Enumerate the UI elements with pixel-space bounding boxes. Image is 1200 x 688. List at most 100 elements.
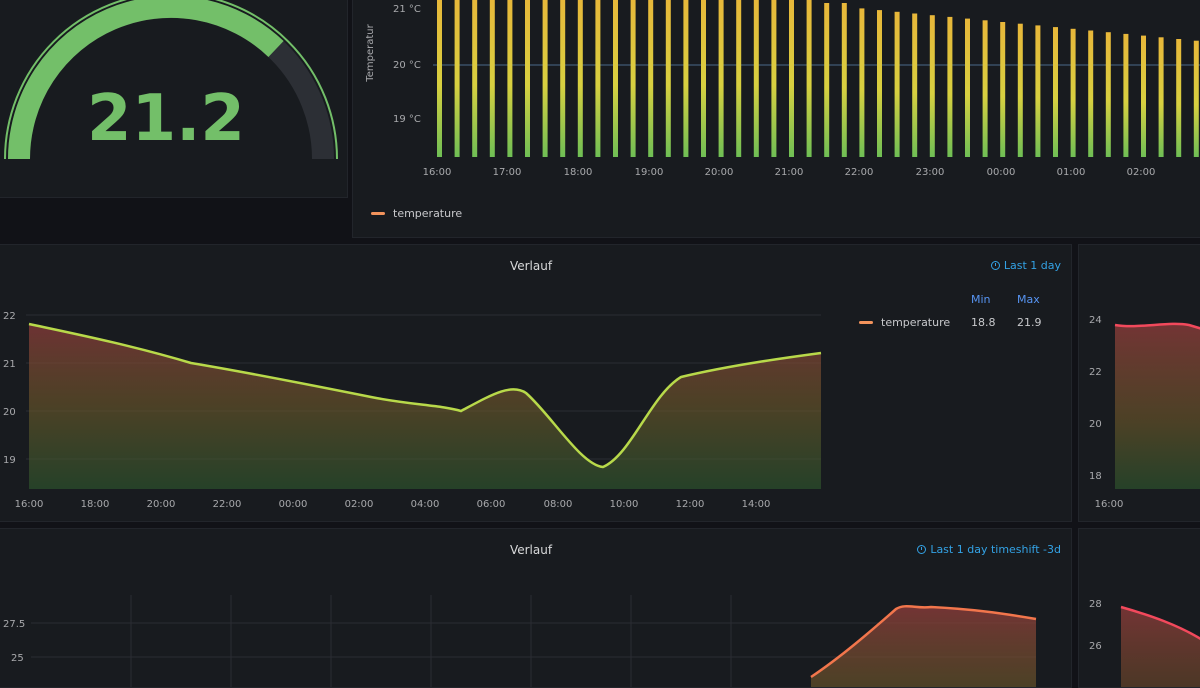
temperature-bar [1193, 40, 1199, 158]
clock-icon [990, 261, 1000, 270]
x-tick: 00:00 [987, 167, 1016, 178]
x-tick: 16:00 [15, 499, 44, 510]
bars-group [437, 0, 1199, 158]
x-tick: 04:00 [411, 499, 440, 510]
temperature-bar [947, 16, 953, 158]
x-tick: 16:00 [1095, 499, 1124, 510]
legend-min-header[interactable]: Min [971, 293, 991, 306]
x-tick: 10:00 [610, 499, 639, 510]
gauge-fill [8, 0, 284, 160]
timeshift-line-chart: 27.5 25 [3, 595, 1037, 687]
legend-max-header[interactable]: Max [1017, 293, 1040, 306]
temperature-bar [1088, 30, 1094, 157]
x-tick: 18:00 [81, 499, 110, 510]
x-tick: 02:00 [345, 499, 374, 510]
x-tick: 18:00 [564, 167, 593, 178]
y-tick: 28 [1089, 599, 1102, 610]
temperature-bar [1053, 27, 1058, 157]
temperature-bar [736, 0, 742, 157]
verlauf-panel-right: 24 22 20 18 16:00 [1078, 244, 1200, 522]
right-timeshift-chart: 28 26 [1089, 599, 1200, 687]
temperature-bar [701, 0, 706, 157]
x-tick: 06:00 [477, 499, 506, 510]
temperature-bar [1070, 28, 1076, 157]
temperature-bar [665, 0, 671, 157]
top-legend[interactable]: temperature [371, 207, 462, 220]
x-tick: 20:00 [705, 167, 734, 178]
temperature-bar [718, 0, 724, 157]
temperature-bar [894, 11, 900, 157]
temperature-bar [965, 18, 970, 157]
legend-row[interactable]: temperature 18.8 21.9 [859, 316, 1063, 329]
time-range-label: Last 1 day [1003, 259, 1061, 272]
temperature-bar [454, 0, 460, 157]
temperature-bar [577, 0, 583, 157]
y-tick: 19 [3, 455, 16, 466]
time-range-info[interactable]: Last 1 day [990, 259, 1061, 272]
x-tick: 16:00 [423, 167, 452, 178]
time-range-info[interactable]: Last 1 day timeshift -3d [917, 543, 1061, 556]
temperature-bar [595, 0, 601, 157]
temperature-bar [560, 0, 566, 157]
temperature-bar [1017, 23, 1023, 158]
legend-label: temperature [393, 207, 463, 220]
x-tick: 08:00 [544, 499, 573, 510]
temperature-bar [525, 0, 530, 157]
y-tick: 25 [11, 653, 24, 664]
x-tick: 22:00 [213, 499, 242, 510]
temperature-bar [542, 0, 548, 157]
x-tick: 01:00 [1057, 167, 1086, 178]
panel-title: Verlauf [509, 543, 553, 557]
legend-max-value: 21.9 [1017, 316, 1042, 329]
temperature-bar [753, 0, 759, 157]
verlauf-line-chart: 22 21 20 19 16:00 18:00 20:00 22:00 00:0… [3, 311, 822, 510]
verlauf-timeshift-panel: Verlauf Last 1 day timeshift -3d 27.5 25 [0, 528, 1072, 688]
x-tick: 00:00 [279, 499, 308, 510]
gauge-svg [4, 0, 338, 160]
temperature-bar [859, 8, 865, 158]
x-tick: 20:00 [147, 499, 176, 510]
temperature-bar-chart: 21 °C 20 °C 19 °C Temperatur 16:00 17:00… [365, 0, 1200, 178]
area-fill [811, 606, 1036, 687]
y-tick: 24 [1089, 315, 1102, 326]
gauge-value: 21.2 [87, 82, 245, 156]
timeshift-panel-right: 28 26 [1078, 528, 1200, 688]
temperature-bar [1000, 22, 1006, 157]
clock-icon [917, 545, 927, 554]
area-fill [1115, 323, 1200, 489]
legend-swatch [859, 321, 873, 324]
y-tick: 22 [1089, 367, 1102, 378]
verlauf-panel: Verlauf Last 1 day 22 21 20 [0, 244, 1072, 522]
temperature-bar [489, 0, 495, 157]
gauge-outer-ring [4, 0, 338, 160]
temperature-bar [648, 0, 654, 157]
legend-swatch [371, 212, 385, 215]
temperature-bar [613, 0, 618, 157]
legend-series-name: temperature [881, 316, 951, 329]
x-tick: 17:00 [493, 167, 522, 178]
temperature-bar [507, 0, 513, 157]
gauge-panel: 21.2 [0, 0, 348, 198]
temperature-bar [877, 10, 882, 157]
temperature-bar [1123, 33, 1129, 157]
temperature-bar [982, 20, 988, 157]
y-tick: 20 [1089, 419, 1102, 430]
x-tick: 23:00 [916, 167, 945, 178]
temperature-bar-panel: 21 °C 20 °C 19 °C Temperatur 16:00 17:00… [352, 0, 1200, 238]
temperature-bar [1176, 39, 1182, 157]
y-tick: 26 [1089, 641, 1102, 652]
legend-table: Min Max temperature 18.8 21.9 [859, 293, 1063, 329]
y-tick: 19 °C [393, 114, 421, 125]
y-tick: 20 °C [393, 60, 421, 71]
y-tick: 21 [3, 359, 16, 370]
x-tick: 02:00 [1127, 167, 1156, 178]
temperature-bar [1141, 35, 1146, 157]
temperature-bar [929, 15, 935, 158]
temperature-bar [912, 13, 918, 157]
temperature-bar [1035, 25, 1041, 158]
x-tick: 19:00 [635, 167, 664, 178]
series-line [810, 605, 1037, 679]
temperature-bar [771, 0, 777, 157]
y-tick: 18 [1089, 471, 1102, 482]
temperature-bar [1105, 32, 1111, 158]
